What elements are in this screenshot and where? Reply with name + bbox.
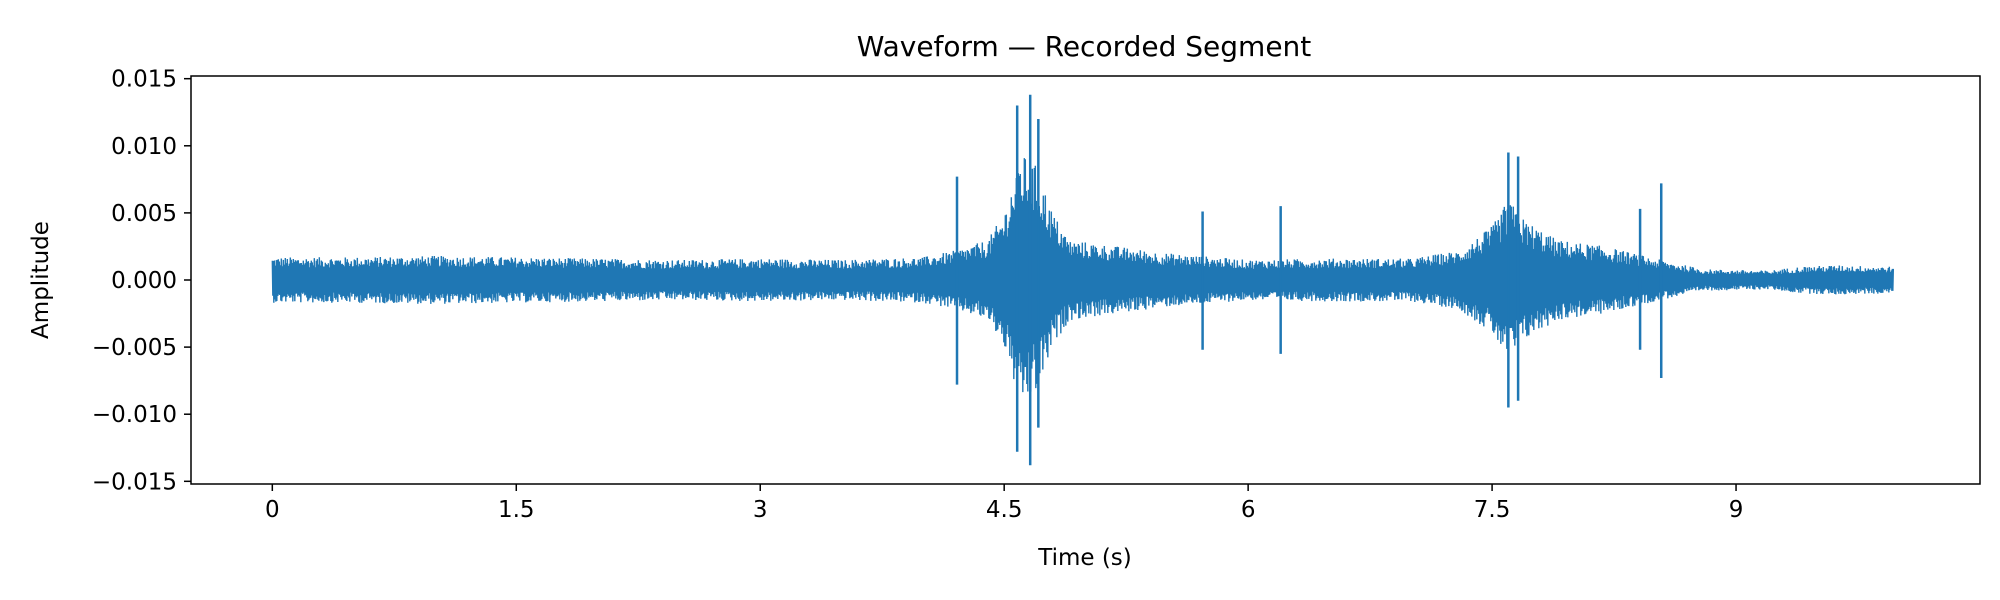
- x-tick-label: 6: [1241, 497, 1256, 523]
- y-axis-label: Amplitude: [28, 221, 54, 339]
- waveform-line: [271, 158, 1895, 393]
- x-tick-label: 0: [265, 497, 280, 523]
- waveform-series: [271, 94, 1895, 466]
- y-tick-label: 0.010: [111, 134, 177, 160]
- x-tick-label: 7.5: [1474, 497, 1511, 523]
- x-axis-label: Time (s): [1037, 545, 1132, 571]
- y-tick-label: 0.000: [111, 268, 177, 294]
- y-tick-label: −0.010: [92, 402, 177, 428]
- x-axis: 0 1.5 3 4.5 6 7.5 9: [265, 484, 1743, 523]
- x-tick-label: 3: [753, 497, 768, 523]
- chart-title: Waveform — Recorded Segment: [857, 30, 1312, 63]
- x-tick-label: 9: [1729, 497, 1744, 523]
- y-tick-label: 0.005: [111, 201, 177, 227]
- y-axis: 0.015 0.010 0.005 0.000 −0.005 −0.010 −0.015: [92, 67, 191, 495]
- y-tick-label: −0.005: [92, 335, 177, 361]
- y-tick-label: 0.015: [111, 67, 177, 93]
- y-tick-label: −0.015: [92, 469, 177, 495]
- x-tick-label: 4.5: [986, 497, 1023, 523]
- x-tick-label: 1.5: [498, 497, 535, 523]
